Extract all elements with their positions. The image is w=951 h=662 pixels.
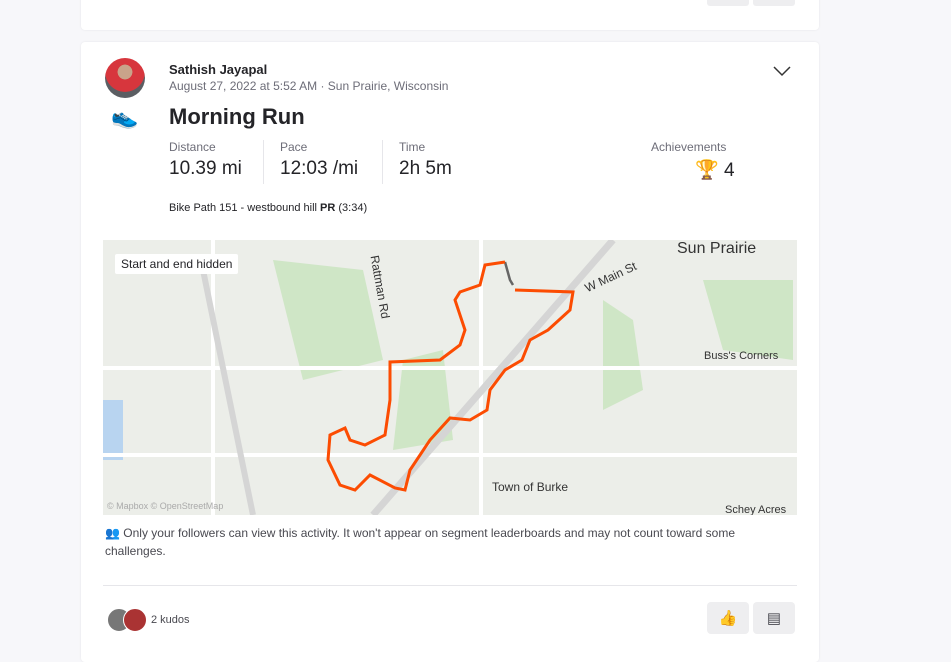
comment-icon: ▤ bbox=[766, 610, 782, 627]
chevron-down-icon[interactable] bbox=[773, 62, 791, 80]
kudos-button[interactable] bbox=[707, 0, 749, 6]
activity-title[interactable]: Morning Run bbox=[169, 104, 305, 129]
activity-meta: August 27, 2022 at 5:52 AM · Sun Prairie… bbox=[169, 79, 449, 93]
stat-achievements: Achievements 🏆 4 bbox=[651, 140, 735, 181]
athlete-avatar[interactable] bbox=[105, 58, 145, 98]
map-label: Sun Prairie bbox=[677, 240, 757, 257]
activity-map[interactable]: Start and end hidden Sun Prairie W Main … bbox=[103, 240, 797, 515]
stat-distance: Distance 10.39 mi bbox=[169, 140, 242, 179]
kudos-summary[interactable]: 2 kudos bbox=[107, 608, 190, 632]
route-line bbox=[326, 260, 575, 492]
map-label: Town of Burke bbox=[492, 480, 569, 494]
segment-effort[interactable]: Bike Path 151 - westbound hill PR (3:34) bbox=[169, 202, 368, 214]
athlete-name[interactable]: Sathish Jayapal bbox=[169, 62, 268, 77]
map-label: Schey Acres bbox=[725, 504, 787, 515]
map-attribution[interactable]: © Mapbox © OpenStreetMap bbox=[107, 501, 224, 511]
start-end-hidden-badge: Start and end hidden bbox=[115, 254, 239, 274]
comment-button[interactable] bbox=[753, 0, 795, 6]
thumbs-up-icon: 👍 bbox=[718, 610, 738, 627]
map-label: Buss's Corners bbox=[704, 350, 779, 362]
trophy-icon: 🏆 bbox=[695, 160, 719, 181]
stat-time: Time 2h 5m bbox=[399, 140, 452, 179]
comment-button[interactable]: ▤ bbox=[753, 602, 795, 634]
activity-card: 👟 Sathish Jayapal August 27, 2022 at 5:5… bbox=[81, 42, 819, 662]
kudoer-avatar bbox=[123, 608, 147, 632]
stat-pace: Pace 12:03 /mi bbox=[280, 140, 359, 179]
followers-icon: 👥 bbox=[105, 526, 120, 540]
previous-activity-card bbox=[81, 0, 819, 30]
kudos-button[interactable]: 👍 bbox=[707, 602, 749, 634]
privacy-notice: 👥 Only your followers can view this acti… bbox=[105, 526, 736, 558]
running-shoe-icon: 👟 bbox=[111, 104, 139, 129]
